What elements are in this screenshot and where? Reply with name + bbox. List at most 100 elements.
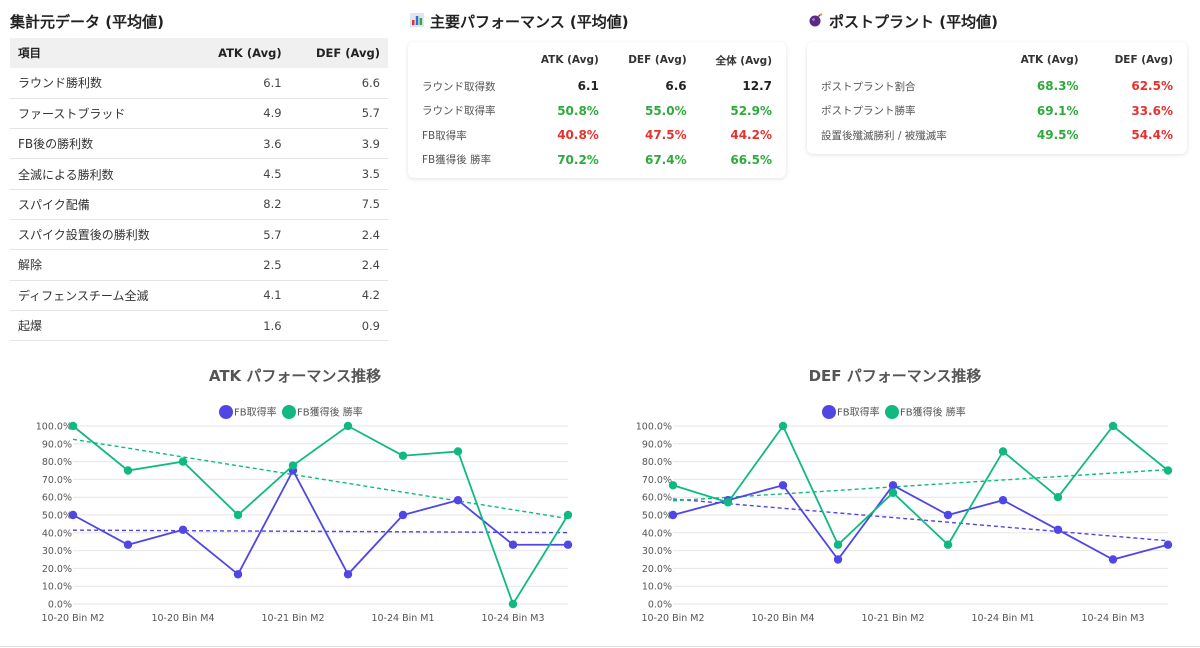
table-row: スパイク配備 8.2 7.5 <box>10 189 388 220</box>
data-point <box>178 457 188 466</box>
metric-value: 55.0% <box>644 103 687 118</box>
performance-card: ATK (Avg) DEF (Avg) 全体 (Avg) ラウンド取得数 6.1 6.6… <box>408 42 786 178</box>
x-tick-label: 10-21 Bin M2 <box>261 613 324 624</box>
label-cell: 解除 <box>10 249 192 281</box>
y-tick-label: 80.0% <box>42 457 72 468</box>
y-tick-label: 0.0% <box>48 600 72 611</box>
value-cell: 0.9 <box>289 310 388 342</box>
postplant-table: ATK (Avg) DEF (Avg) ポストプラント割合 68.3% 62.5% ポス… <box>813 46 1181 148</box>
data-point <box>778 481 788 490</box>
data-point <box>508 599 518 609</box>
postplant-header: ATK (Avg) DEF (Avg) <box>813 46 1181 74</box>
series-line <box>72 468 568 576</box>
data-point <box>563 510 573 520</box>
y-tick-label: 40.0% <box>642 528 672 539</box>
table-row: FB取得率 40.8% 47.5% 44.2% <box>414 123 780 148</box>
card-header-cell: ATK (Avg) <box>1020 54 1079 66</box>
data-point <box>1053 525 1063 534</box>
performance-title: 主要パフォーマンス (平均値) <box>430 13 629 31</box>
data-point <box>233 570 243 579</box>
label-cell: ファーストブラッド <box>10 98 192 130</box>
x-tick-label: 10-20 Bin M4 <box>751 613 814 624</box>
performance-table: ATK (Avg) DEF (Avg) 全体 (Avg) ラウンド取得数 6.1 6.6… <box>414 46 780 172</box>
y-tick-label: 50.0% <box>642 511 672 522</box>
bar-chart-icon <box>410 13 424 31</box>
y-tick-label: 100.0% <box>36 422 72 433</box>
table-row: 起爆 1.6 0.9 <box>10 310 388 342</box>
data-point <box>453 447 463 456</box>
legend-marker <box>219 405 233 419</box>
legend-marker <box>282 405 296 419</box>
y-tick-label: 60.0% <box>642 493 672 504</box>
metric-value: 62.5% <box>1131 79 1173 94</box>
data-point <box>833 555 843 564</box>
metric-label: FB獲得後 勝率 <box>422 154 492 167</box>
card-header-cell: DEF (Avg) <box>1114 54 1173 66</box>
postplant-title-row: ポストプラント (平均値) <box>809 11 998 32</box>
data-point <box>398 451 408 460</box>
value-cell: 4.2 <box>289 280 388 311</box>
x-tick-label: 10-24 Bin M1 <box>971 613 1034 624</box>
data-point <box>508 540 518 549</box>
table-row: ラウンド取得率 50.8% 55.0% 52.9% <box>414 99 780 124</box>
y-tick-label: 0.0% <box>648 600 672 611</box>
metric-label: 設置後殲滅勝利 / 被殲滅率 <box>821 129 947 142</box>
label-cell: ディフェンスチーム全滅 <box>10 280 192 311</box>
table-row: ファーストブラッド 4.9 5.7 <box>10 98 388 130</box>
table-row: 全滅による勝利数 4.5 3.5 <box>10 158 388 190</box>
metric-value: 67.4% <box>644 152 687 167</box>
data-point <box>668 510 678 520</box>
metric-label: ラウンド取得率 <box>422 105 496 118</box>
atk-performance-chart: 0.0% 10.0% 20.0% 30.0% 40.0% 50.0% 60.0% 70.0% 8… <box>36 405 573 624</box>
y-tick-label: 20.0% <box>642 564 672 575</box>
value-cell: 3.9 <box>289 128 388 160</box>
value-cell: 8.2 <box>191 189 290 220</box>
source-table-header: 項目 ATK (Avg) DEF (Avg) <box>10 38 388 68</box>
metric-value: 70.2% <box>557 152 599 167</box>
table-row: スパイク設置後の勝利数 5.7 2.4 <box>10 219 388 251</box>
y-tick-label: 30.0% <box>642 546 672 557</box>
metric-value: 6.1 <box>577 79 599 94</box>
data-point <box>1163 466 1173 475</box>
data-point <box>668 481 678 490</box>
y-tick-label: 90.0% <box>42 439 72 450</box>
metric-value: 33.6% <box>1131 103 1173 118</box>
data-point <box>233 510 243 520</box>
performance-header: ATK (Avg) DEF (Avg) 全体 (Avg) <box>414 46 780 74</box>
data-point <box>68 510 78 520</box>
data-point <box>563 540 573 549</box>
card-header-cell <box>813 46 993 74</box>
metric-value: 6.6 <box>665 79 687 94</box>
data-point <box>998 496 1008 505</box>
table-row: 解除 2.5 2.4 <box>10 249 388 281</box>
table-row: ポストプラント勝率 69.1% 33.6% <box>813 99 1181 124</box>
metric-value: 49.5% <box>1036 128 1079 143</box>
card-header-cell: 全体 (Avg) <box>715 54 772 67</box>
source-table-title: 集計元データ (平均値) <box>10 13 164 31</box>
y-tick-label: 30.0% <box>42 546 72 557</box>
value-cell: 6.6 <box>289 68 388 99</box>
value-cell: 2.4 <box>289 249 388 281</box>
legend-label: FB獲得後 勝率 <box>297 406 363 419</box>
metric-label: ラウンド取得数 <box>422 80 496 93</box>
legend-label: FB取得率 <box>837 406 880 419</box>
x-tick-label: 10-20 Bin M2 <box>641 613 704 624</box>
metric-label: ポストプラント割合 <box>821 80 916 93</box>
table-row: 設置後殲滅勝利 / 被殲滅率 49.5% 54.4% <box>813 123 1181 148</box>
card-header-cell: ATK (Avg) <box>540 54 599 66</box>
y-tick-label: 90.0% <box>642 439 672 450</box>
y-tick-label: 10.0% <box>42 582 72 593</box>
metric-value: 68.3% <box>1036 79 1079 94</box>
metric-label: FB取得率 <box>422 129 467 142</box>
data-point <box>943 510 953 520</box>
data-point <box>178 525 188 534</box>
y-tick-label: 70.0% <box>642 475 672 486</box>
x-tick-label: 10-24 Bin M3 <box>1081 613 1144 624</box>
y-tick-label: 50.0% <box>42 511 72 522</box>
metric-value: 50.8% <box>557 103 599 118</box>
x-tick-label: 10-24 Bin M1 <box>371 613 434 624</box>
y-tick-label: 70.0% <box>42 475 72 486</box>
value-cell: 2.5 <box>191 249 290 281</box>
table-row: FB後の勝利数 3.6 3.9 <box>10 128 388 160</box>
data-point <box>1108 421 1118 431</box>
